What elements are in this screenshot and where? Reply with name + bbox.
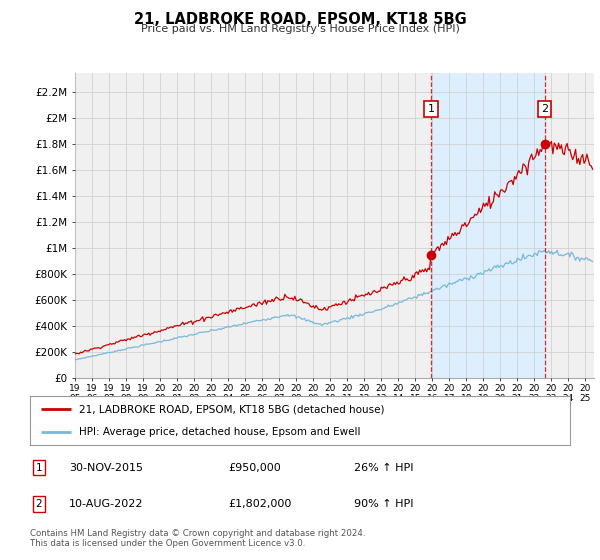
Text: 21, LADBROKE ROAD, EPSOM, KT18 5BG (detached house): 21, LADBROKE ROAD, EPSOM, KT18 5BG (deta… — [79, 404, 384, 414]
Text: £950,000: £950,000 — [228, 463, 281, 473]
Text: Price paid vs. HM Land Registry's House Price Index (HPI): Price paid vs. HM Land Registry's House … — [140, 24, 460, 34]
Text: 1: 1 — [35, 463, 43, 473]
Text: 90% ↑ HPI: 90% ↑ HPI — [354, 499, 413, 509]
Text: 26% ↑ HPI: 26% ↑ HPI — [354, 463, 413, 473]
Text: HPI: Average price, detached house, Epsom and Ewell: HPI: Average price, detached house, Epso… — [79, 427, 360, 437]
Text: 21, LADBROKE ROAD, EPSOM, KT18 5BG: 21, LADBROKE ROAD, EPSOM, KT18 5BG — [134, 12, 466, 27]
Text: 10-AUG-2022: 10-AUG-2022 — [69, 499, 143, 509]
Text: 30-NOV-2015: 30-NOV-2015 — [69, 463, 143, 473]
Text: 2: 2 — [35, 499, 43, 509]
Text: 1: 1 — [427, 104, 434, 114]
Text: 2: 2 — [541, 104, 548, 114]
Text: Contains HM Land Registry data © Crown copyright and database right 2024.: Contains HM Land Registry data © Crown c… — [30, 529, 365, 538]
Bar — [431, 73, 545, 378]
Text: This data is licensed under the Open Government Licence v3.0.: This data is licensed under the Open Gov… — [30, 539, 305, 548]
Text: £1,802,000: £1,802,000 — [228, 499, 292, 509]
